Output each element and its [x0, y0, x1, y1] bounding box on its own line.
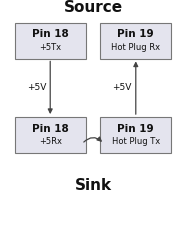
FancyBboxPatch shape: [100, 117, 171, 153]
Text: Hot Plug Tx: Hot Plug Tx: [112, 137, 160, 146]
FancyBboxPatch shape: [15, 117, 86, 153]
Text: +5V: +5V: [112, 83, 132, 92]
Text: +5V: +5V: [27, 83, 46, 92]
Text: +5Tx: +5Tx: [39, 43, 61, 52]
Text: Pin 18: Pin 18: [32, 29, 69, 39]
Text: Pin 18: Pin 18: [32, 124, 69, 134]
Text: +5Rx: +5Rx: [39, 137, 62, 146]
Text: Hot Plug Rx: Hot Plug Rx: [111, 43, 160, 52]
Text: Sink: Sink: [74, 178, 112, 193]
FancyBboxPatch shape: [15, 22, 86, 58]
Text: Source: Source: [63, 0, 123, 15]
Text: Pin 19: Pin 19: [118, 124, 154, 134]
FancyBboxPatch shape: [100, 22, 171, 58]
Text: Pin 19: Pin 19: [118, 29, 154, 39]
